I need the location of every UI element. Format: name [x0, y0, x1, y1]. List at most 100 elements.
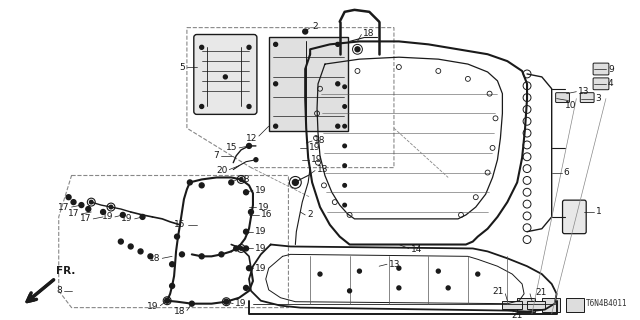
Circle shape [229, 180, 234, 185]
Circle shape [120, 212, 125, 217]
Circle shape [397, 266, 401, 270]
Circle shape [244, 229, 248, 234]
Circle shape [86, 206, 91, 212]
Text: 16: 16 [261, 211, 273, 220]
Circle shape [274, 124, 278, 128]
Circle shape [189, 301, 195, 306]
Circle shape [247, 105, 251, 108]
Bar [517, 298, 535, 312]
Circle shape [343, 105, 346, 108]
Circle shape [165, 299, 169, 302]
Circle shape [71, 200, 76, 204]
Circle shape [199, 254, 204, 259]
Circle shape [175, 234, 179, 239]
Circle shape [274, 42, 278, 46]
Circle shape [343, 85, 346, 89]
FancyBboxPatch shape [556, 93, 570, 102]
Text: 19: 19 [255, 244, 266, 253]
Circle shape [336, 82, 340, 86]
Text: 12: 12 [246, 133, 257, 142]
Text: 19: 19 [255, 264, 266, 273]
Circle shape [355, 47, 360, 52]
Circle shape [358, 269, 362, 273]
Circle shape [179, 252, 184, 257]
Circle shape [248, 210, 253, 214]
Circle shape [244, 246, 248, 251]
Text: 2: 2 [312, 22, 317, 31]
Circle shape [234, 246, 239, 251]
Circle shape [223, 75, 227, 79]
Circle shape [436, 269, 440, 273]
Text: 15: 15 [226, 143, 237, 152]
Text: 5: 5 [179, 62, 185, 72]
Circle shape [343, 144, 346, 148]
Text: 4: 4 [608, 79, 614, 88]
Text: FR.: FR. [56, 266, 75, 276]
Circle shape [303, 29, 308, 34]
Text: 18: 18 [175, 307, 186, 316]
Text: 21: 21 [511, 311, 523, 320]
FancyBboxPatch shape [194, 35, 257, 114]
Text: 2: 2 [307, 211, 313, 220]
Circle shape [118, 239, 124, 244]
Circle shape [254, 158, 258, 162]
Text: 19: 19 [309, 143, 321, 152]
Text: 19: 19 [147, 302, 158, 311]
Text: 8: 8 [56, 286, 61, 295]
Circle shape [66, 195, 71, 200]
Text: 13: 13 [389, 260, 401, 269]
Text: 19: 19 [255, 186, 266, 195]
Circle shape [336, 42, 340, 46]
Text: 13: 13 [579, 87, 590, 96]
Circle shape [343, 124, 346, 128]
Circle shape [343, 203, 346, 207]
Circle shape [109, 205, 113, 209]
Text: T6N4B4011: T6N4B4011 [586, 299, 628, 308]
Text: 17: 17 [80, 214, 92, 223]
Text: 18: 18 [148, 254, 160, 263]
Text: 9: 9 [608, 65, 614, 74]
Circle shape [246, 143, 252, 148]
Circle shape [318, 272, 322, 276]
Circle shape [79, 203, 84, 208]
Circle shape [397, 286, 401, 290]
Text: 20: 20 [216, 166, 227, 175]
Text: 3: 3 [595, 94, 601, 103]
Text: 19: 19 [311, 155, 323, 164]
Bar [527, 301, 545, 308]
Circle shape [292, 180, 298, 185]
Circle shape [224, 299, 229, 304]
Text: 18: 18 [314, 137, 326, 146]
FancyBboxPatch shape [269, 37, 348, 131]
FancyBboxPatch shape [563, 200, 586, 234]
Circle shape [225, 300, 228, 303]
Circle shape [100, 210, 106, 214]
Text: 19: 19 [255, 227, 266, 236]
Circle shape [219, 252, 224, 257]
Text: 19: 19 [236, 299, 246, 308]
Circle shape [274, 82, 278, 86]
Bar [502, 301, 522, 308]
FancyBboxPatch shape [593, 78, 609, 90]
Circle shape [128, 244, 133, 249]
Circle shape [247, 45, 251, 49]
Circle shape [200, 105, 204, 108]
Text: 13: 13 [317, 165, 328, 174]
Text: 17: 17 [58, 203, 70, 212]
Circle shape [148, 254, 153, 259]
Text: 15: 15 [175, 220, 186, 229]
Text: 7: 7 [214, 151, 220, 160]
Text: 19: 19 [102, 212, 113, 221]
Circle shape [348, 289, 351, 293]
Circle shape [188, 180, 193, 185]
FancyBboxPatch shape [593, 63, 609, 75]
Circle shape [170, 262, 175, 267]
FancyBboxPatch shape [580, 93, 594, 102]
Circle shape [343, 164, 346, 167]
Text: 18: 18 [364, 29, 375, 38]
Circle shape [90, 200, 93, 204]
Circle shape [164, 298, 170, 303]
Text: 19: 19 [121, 214, 132, 223]
Circle shape [246, 266, 252, 271]
Circle shape [343, 184, 346, 187]
